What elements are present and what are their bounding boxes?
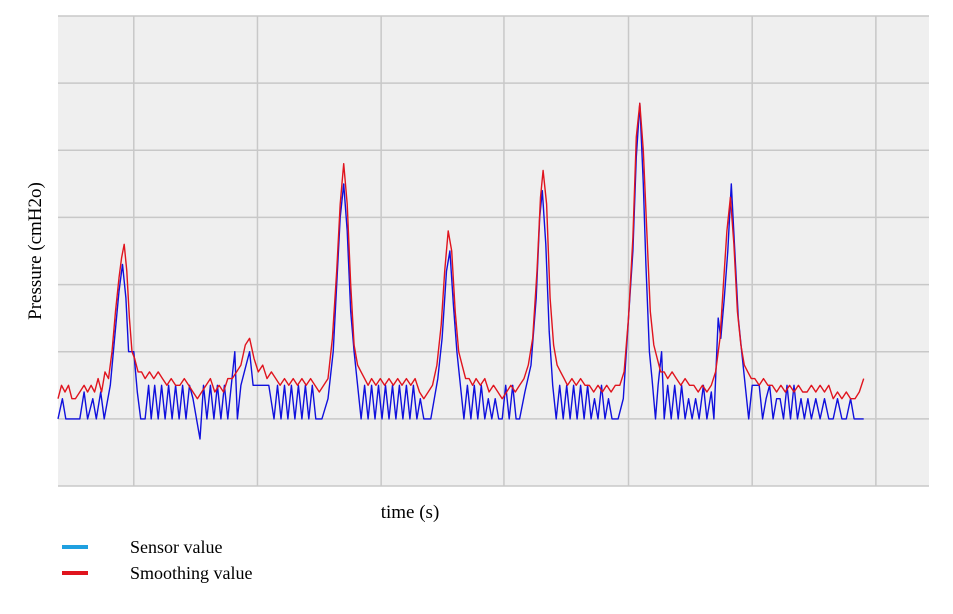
legend-item-sensor: Sensor value bbox=[62, 534, 253, 560]
series-line-sensor bbox=[57, 102, 864, 440]
series-line-smoothing bbox=[57, 102, 865, 400]
legend-swatch-sensor bbox=[62, 545, 88, 549]
legend-label-smoothing: Smoothing value bbox=[130, 562, 253, 583]
legend-swatch-smoothing bbox=[62, 571, 88, 575]
legend: Sensor value Smoothing value bbox=[62, 534, 253, 586]
series-layer bbox=[57, 102, 865, 440]
legend-item-smoothing: Smoothing value bbox=[62, 560, 253, 586]
x-axis-title: time (s) bbox=[381, 502, 440, 523]
legend-label-sensor: Sensor value bbox=[130, 536, 223, 557]
y-axis-title: Pressure (cmH2o) bbox=[25, 182, 46, 320]
